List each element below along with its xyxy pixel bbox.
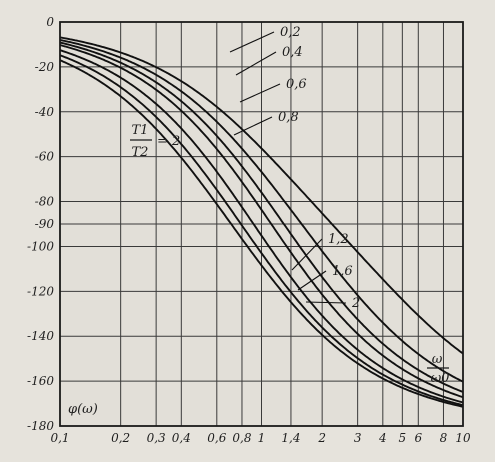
y-tick-label: -90 xyxy=(35,217,55,231)
plot-frame xyxy=(59,21,464,427)
x-tick-label: 0,8 xyxy=(232,431,251,445)
y-tick-label: -20 xyxy=(35,60,55,74)
x-tick-label: 8 xyxy=(440,431,448,445)
series-label: 1,2 xyxy=(328,232,349,247)
series-line xyxy=(59,49,464,404)
series-label: 2 xyxy=(351,296,360,311)
series-line xyxy=(59,44,464,399)
y-tick-label: -120 xyxy=(27,284,54,298)
x-label-denominator: ω0 xyxy=(431,371,450,386)
ratio-value: = 2 xyxy=(157,134,180,149)
ratio-denominator: T2 xyxy=(132,145,149,160)
y-tick-label: -60 xyxy=(35,150,55,164)
series-label-leader xyxy=(235,51,277,76)
labels: 0,1 0,2 0,3 0,4 0,6 0,8 1 1,4 2 3 4 5 6 8 10 0 -20 -40 -60… xyxy=(27,15,471,445)
series-label: 0,4 xyxy=(282,45,303,60)
x-tick-label: 2 xyxy=(317,431,326,445)
ratio-numerator: T1 xyxy=(132,123,149,138)
y-axis-label-text: φ(ω) xyxy=(68,402,98,417)
y-axis-label: φ(ω) xyxy=(68,402,98,417)
y-tick-label: -80 xyxy=(35,195,55,209)
series-label-leader xyxy=(239,83,281,103)
series-line xyxy=(59,59,464,408)
y-tick-label: -180 xyxy=(27,419,54,433)
series-label: 1,6 xyxy=(332,264,353,279)
series-label: 0,6 xyxy=(286,77,307,92)
ratio-label: T1 T2 = 2 xyxy=(130,123,180,160)
series-label-leader xyxy=(229,31,275,53)
series-label-leader xyxy=(233,116,273,136)
x-tick-label: 6 xyxy=(414,431,422,445)
x-tick-label: 1,4 xyxy=(281,431,300,445)
series-line xyxy=(59,54,464,407)
x-tick-label: 0,3 xyxy=(147,431,166,445)
curves xyxy=(59,36,464,408)
grid xyxy=(59,21,464,427)
x-tick-label: 0,2 xyxy=(111,431,130,445)
series-line xyxy=(59,41,464,393)
series-label-leader xyxy=(291,238,323,271)
series-label-leader xyxy=(305,301,347,304)
x-tick-label: 4 xyxy=(378,431,387,445)
x-tick-label: 1 xyxy=(258,431,266,445)
y-tick-label: -140 xyxy=(27,329,54,343)
y-tick-label: -100 xyxy=(27,239,54,253)
y-tick-label: 0 xyxy=(46,15,54,29)
series-label-leader xyxy=(297,270,327,291)
y-tick-label: -160 xyxy=(27,374,54,388)
x-tick-label: 5 xyxy=(399,431,407,445)
x-tick-label: 0,1 xyxy=(50,431,69,445)
series-label: 0,2 xyxy=(280,25,301,40)
x-tick-label: 3 xyxy=(354,431,362,445)
x-tick-label: 10 xyxy=(455,431,471,445)
x-label-numerator: ω xyxy=(432,352,443,367)
series-line xyxy=(59,36,464,355)
x-tick-label: 0,4 xyxy=(172,431,191,445)
series-label: 0,8 xyxy=(278,110,299,125)
x-tick-label: 0,6 xyxy=(207,431,226,445)
y-tick-label: -40 xyxy=(35,105,55,119)
series-line xyxy=(59,39,464,383)
x-axis-label: ω ω0 xyxy=(427,352,449,386)
